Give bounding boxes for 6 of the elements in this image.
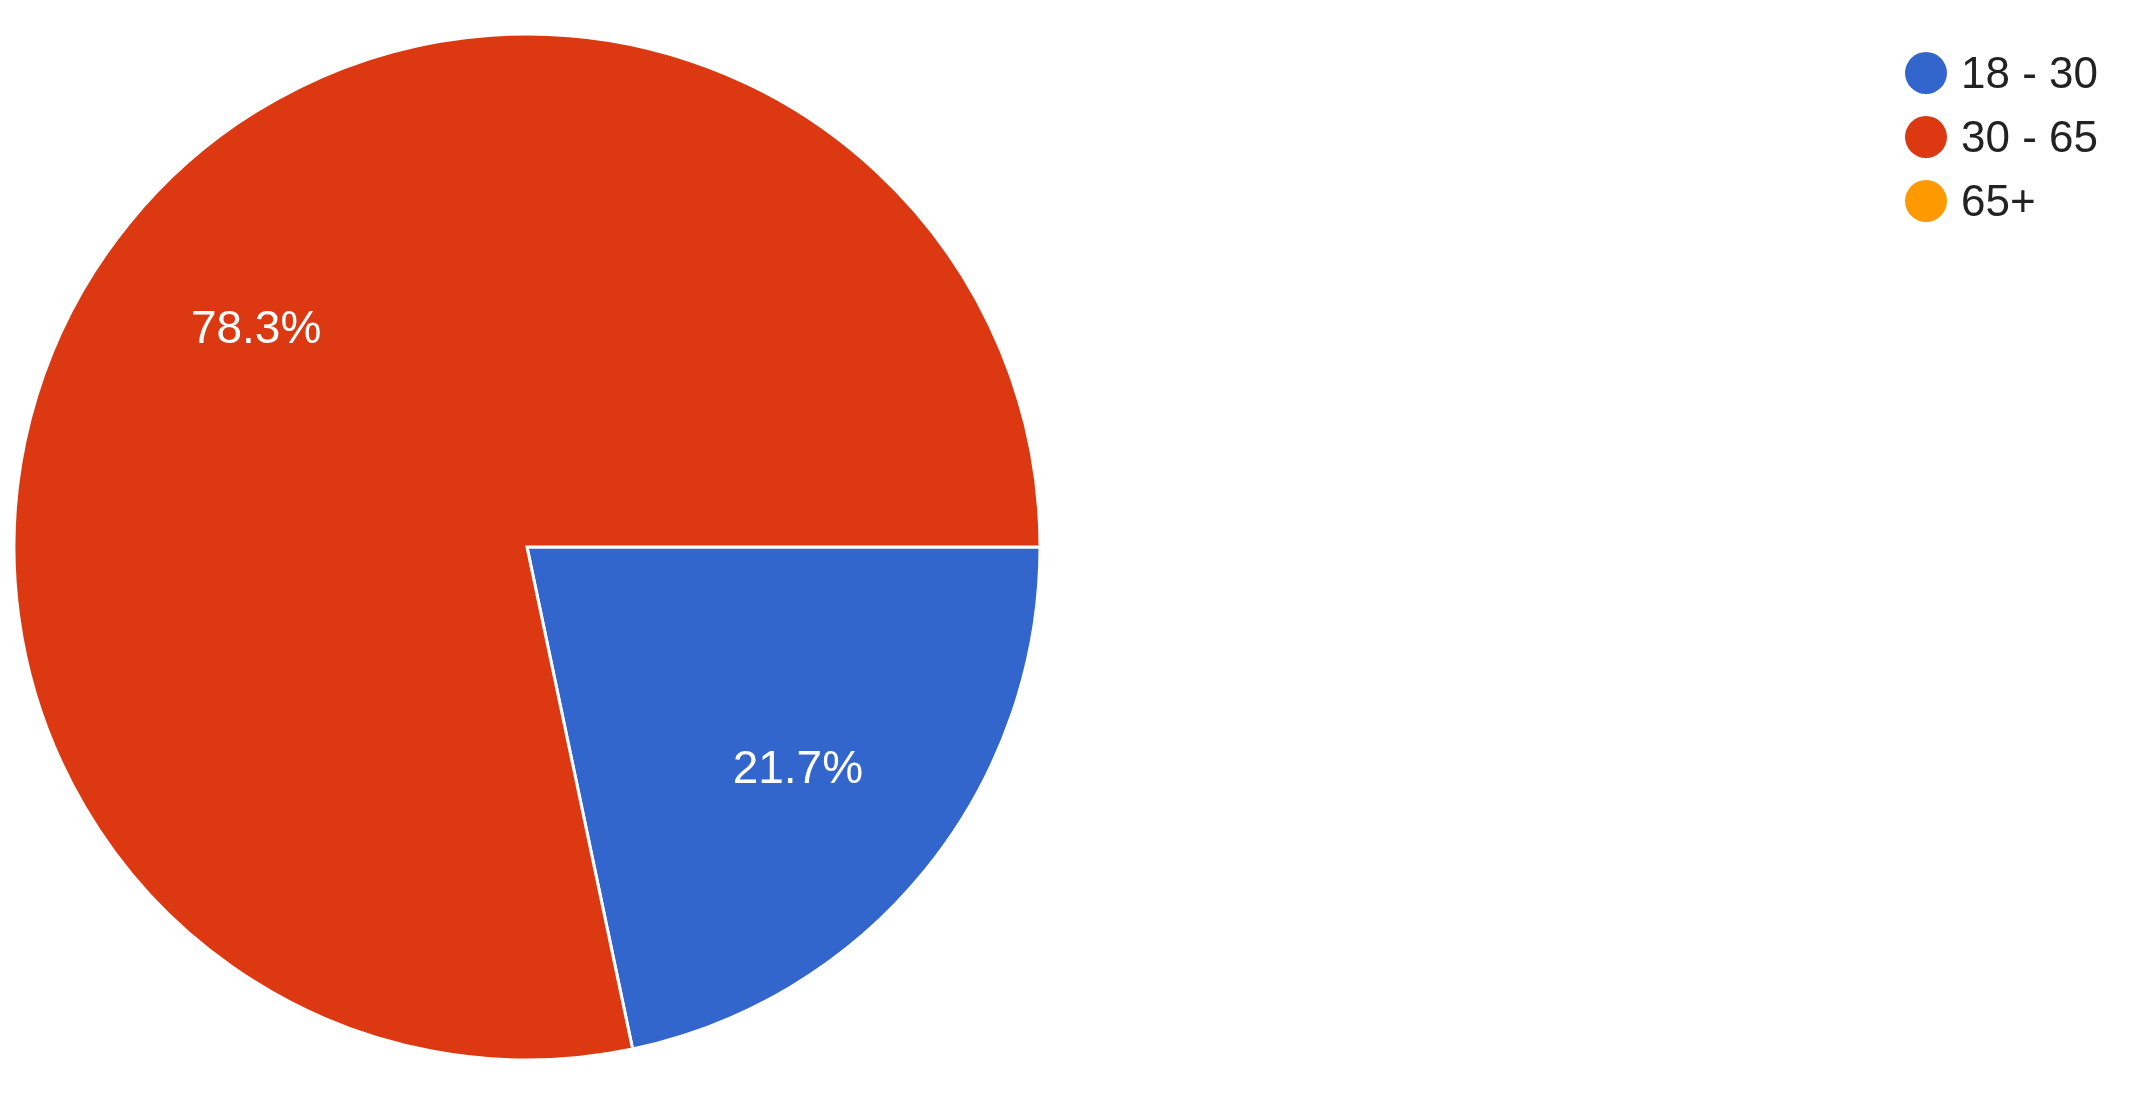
data-label: 78.3% — [190, 301, 322, 354]
pie-slice — [12, 32, 1042, 1061]
data-label: 21.7% — [732, 740, 864, 793]
legend-label: 30 - 65 — [1961, 112, 2098, 162]
legend-label: 18 - 30 — [1961, 48, 2098, 98]
legend-label: 65+ — [1961, 176, 2036, 226]
